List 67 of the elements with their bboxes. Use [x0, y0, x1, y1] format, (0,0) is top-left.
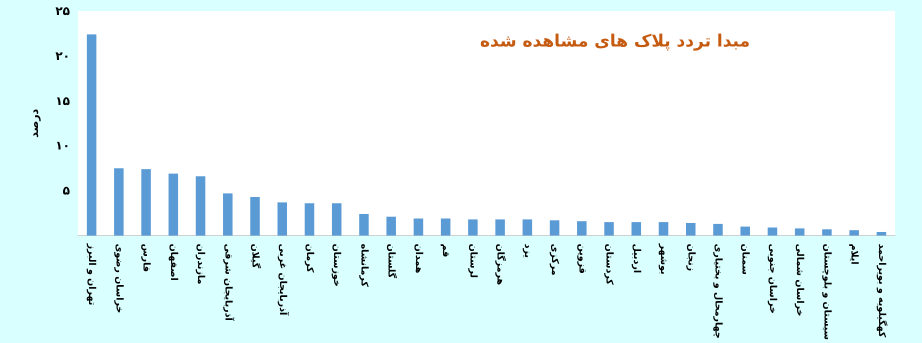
x-tick-label: سیستان و بلوچستان [821, 244, 832, 340]
x-tick-label: سمنان [740, 244, 751, 275]
bar [876, 232, 886, 236]
x-tick-label: کردستان [604, 244, 615, 286]
bar [550, 220, 560, 236]
x-tick-label: بوشهر [658, 242, 670, 275]
bar [794, 228, 804, 236]
y-axis-title: درصد [28, 108, 41, 138]
x-tick-label: کرمانشاه [358, 244, 370, 288]
x-tick-label: ایلام [848, 244, 860, 265]
y-tick-label: ۲۰ [55, 48, 70, 63]
bar [304, 203, 314, 236]
bar [414, 218, 424, 236]
bar [250, 196, 260, 236]
text: مبدا تردد پلاک های مشاهده شده [480, 32, 750, 52]
y-tick-label: ۱۰ [55, 138, 70, 153]
x-tick-label: اردبیل [630, 244, 642, 274]
x-tick-label: آذربایجان شرقی [222, 244, 236, 322]
x-tick-label: خراسان رضوی [113, 244, 124, 314]
bar [822, 229, 832, 236]
bar [386, 216, 396, 236]
bar [277, 202, 288, 236]
bar [495, 219, 505, 236]
bar [440, 218, 450, 236]
bar [740, 226, 750, 236]
bar [522, 219, 532, 236]
bar [168, 174, 178, 236]
x-tick-label: همدان [412, 244, 424, 274]
x-tick-label: چهارمحال و بختیاری [712, 244, 724, 339]
x-tick-label: مازندران [195, 244, 206, 284]
x-tick-label: اصفهان [168, 244, 179, 281]
bar [359, 214, 369, 236]
x-tick-label: مرکزی [549, 244, 560, 276]
bar [114, 168, 124, 236]
bar [768, 227, 778, 236]
x-tick-label: تهران و البرز [86, 242, 98, 306]
x-tick-label: کهگیلویه و بویراحمد [876, 244, 888, 338]
bar [86, 34, 96, 236]
y-tick-label: ۱۵ [55, 94, 70, 108]
bar [577, 221, 587, 236]
x-tick-label: قزوین [576, 244, 588, 274]
bar [658, 222, 668, 236]
x-tick-label: زنجان [685, 244, 696, 272]
bar [468, 219, 478, 236]
x-tick-label: آذربایجان غربی [276, 244, 290, 316]
bar [223, 193, 233, 236]
x-tick-label: خراسان شمالی [794, 244, 806, 316]
x-tick-label: فارس [140, 244, 152, 272]
x-tick-label: گلستان [386, 244, 398, 279]
x-tick-label: خوزستان [331, 244, 342, 287]
bar [632, 222, 642, 236]
bar [332, 203, 342, 236]
bar [713, 224, 723, 236]
bar [849, 230, 859, 236]
bar [141, 169, 151, 236]
x-tick-label: لرستان [467, 244, 478, 278]
x-tick-label: گیلان [250, 244, 262, 269]
bar [686, 222, 696, 236]
x-tick-label: یزد [522, 244, 533, 258]
bar [196, 176, 206, 236]
bar [604, 222, 614, 236]
y-tick-label: ۲۵ [55, 4, 70, 18]
x-tick-label: خراسان جنوبی [766, 244, 778, 314]
x-tick-label: کرمان [304, 244, 315, 274]
y-tick-label: ۵ [62, 184, 70, 198]
x-tick-label: قم [440, 244, 452, 258]
x-tick-label: هرمزگان [494, 244, 507, 286]
